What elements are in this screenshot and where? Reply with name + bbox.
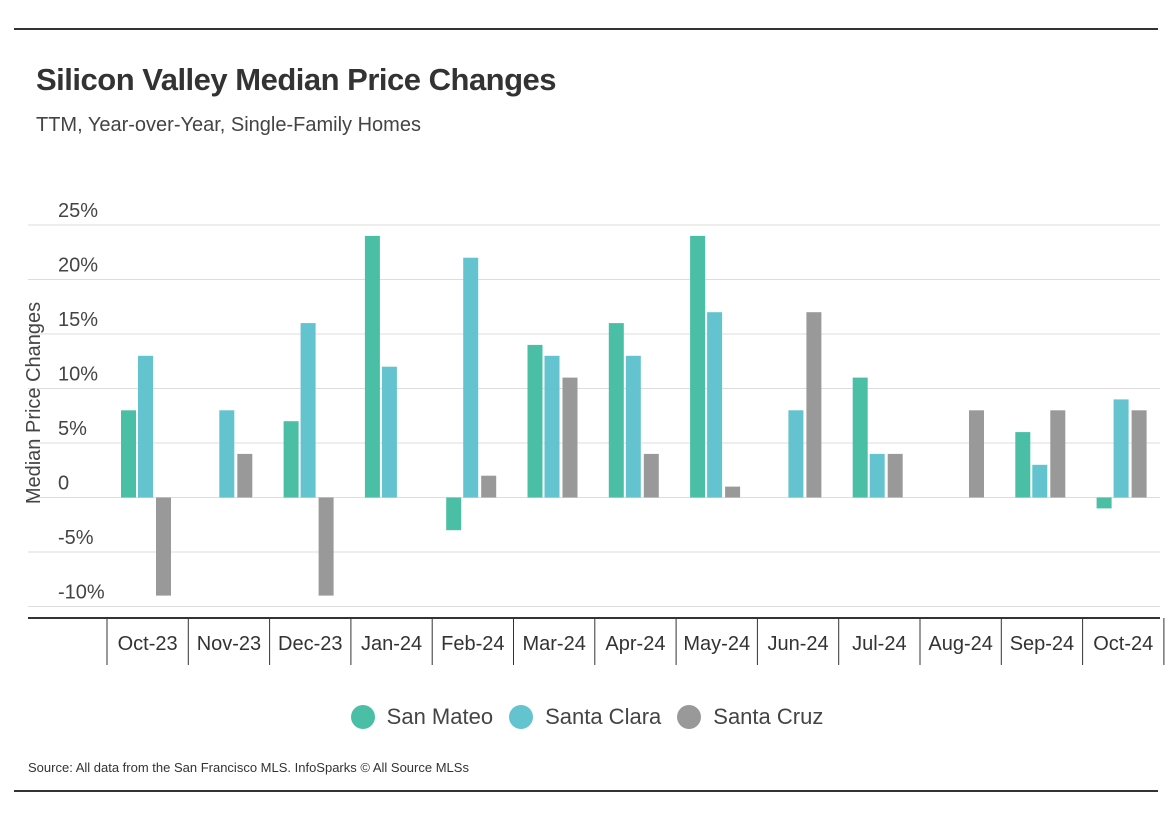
y-axis-ticks: 25% 20% 15% 10% 5% 0 -5% -10% (58, 200, 105, 604)
bar-san-mateo-dec-23 (283, 421, 299, 498)
y-tick-label: 10% (58, 364, 98, 386)
y-tick-label: 5% (58, 418, 87, 440)
chart-title: Silicon Valley Median Price Changes (36, 62, 557, 97)
y-tick-label: -10% (58, 582, 105, 604)
bar-santa-cruz-nov-23 (237, 453, 253, 498)
x-tick-label: Sep-24 (1010, 633, 1075, 655)
bar-santa-cruz-oct-23 (156, 497, 171, 596)
legend-item-san-mateo: San Mateo (350, 704, 494, 730)
bar-san-mateo-apr-24 (608, 323, 624, 498)
legend: San Mateo Santa Clara Santa Cruz (0, 704, 1174, 730)
x-tick-label: Aug-24 (928, 633, 993, 655)
bar-santa-cruz-aug-24 (969, 410, 984, 498)
bar-santa-clara-mar-24 (544, 355, 560, 498)
bar-santa-clara-oct-24 (1113, 399, 1129, 498)
bottom-rule (14, 790, 1158, 792)
legend-item-santa-clara: Santa Clara (509, 704, 661, 730)
legend-swatch-san-mateo (350, 705, 375, 729)
bar-santa-clara-feb-24 (463, 257, 479, 498)
bar-santa-cruz-jul-24 (887, 453, 903, 498)
grid-lines (28, 224, 1160, 607)
legend-swatch-santa-clara (509, 705, 534, 729)
bar-san-mateo-oct-23 (121, 410, 136, 498)
bar-santa-cruz-apr-24 (643, 453, 659, 498)
legend-swatch-santa-cruz (677, 705, 702, 729)
bar-santa-clara-may-24 (707, 312, 723, 498)
bars (121, 235, 1147, 596)
legend-label-san-mateo: San Mateo (386, 704, 494, 729)
x-tick-label: Feb-24 (441, 633, 504, 655)
bar-santa-clara-apr-24 (625, 355, 641, 498)
bar-santa-cruz-sep-24 (1050, 410, 1066, 498)
bar-santa-cruz-may-24 (725, 486, 741, 498)
legend-item-santa-cruz: Santa Cruz (677, 704, 823, 730)
bar-chart: 25% 20% 15% 10% 5% 0 -5% -10% Median Price Chan… (23, 200, 1165, 665)
bar-san-mateo-jan-24 (364, 235, 380, 498)
y-tick-label: 25% (58, 200, 98, 222)
x-tick-label: Dec-23 (278, 633, 342, 655)
source-note: Source: All data from the San Francisco … (28, 760, 469, 775)
y-tick-label: 15% (58, 309, 98, 331)
x-tick-label: Apr-24 (605, 633, 665, 655)
bar-santa-clara-nov-23 (219, 410, 235, 498)
bar-santa-clara-sep-24 (1032, 464, 1048, 498)
bar-santa-clara-jun-24 (788, 410, 804, 498)
bar-santa-clara-jul-24 (869, 453, 885, 498)
top-rule (14, 28, 1158, 30)
x-axis: Oct-23 Nov-23 Dec-23 Jan-24 Feb-24 Mar-24 Apr-… (28, 617, 1165, 665)
legend-label-santa-clara: Santa Clara (545, 704, 662, 729)
bar-santa-cruz-mar-24 (562, 377, 578, 498)
bar-santa-cruz-dec-23 (318, 497, 334, 596)
bar-santa-clara-oct-23 (138, 355, 153, 498)
bar-santa-clara-dec-23 (300, 323, 316, 498)
x-tick-label: Mar-24 (522, 633, 585, 655)
x-tick-label: Nov-23 (197, 633, 261, 655)
bar-san-mateo-oct-24 (1096, 497, 1112, 509)
bar-san-mateo-jul-24 (852, 377, 868, 498)
y-axis-label: Median Price Changes (23, 302, 45, 504)
x-tick-label: May-24 (683, 633, 750, 655)
bar-san-mateo-feb-24 (446, 497, 462, 531)
bar-san-mateo-may-24 (690, 235, 706, 498)
x-tick-label: Oct-23 (118, 633, 178, 655)
bar-san-mateo-sep-24 (1015, 432, 1031, 498)
chart-subtitle: TTM, Year-over-Year, Single-Family Homes (36, 114, 421, 136)
bar-santa-cruz-oct-24 (1131, 410, 1147, 498)
x-tick-label: Jan-24 (361, 633, 422, 655)
x-tick-label: Jun-24 (767, 633, 828, 655)
x-tick-label: Oct-24 (1093, 633, 1153, 655)
y-tick-label: 0 (58, 473, 69, 495)
bar-san-mateo-mar-24 (527, 344, 543, 498)
legend-label-santa-cruz: Santa Cruz (713, 704, 824, 729)
y-tick-label: -5% (58, 527, 94, 549)
bar-santa-cruz-feb-24 (481, 475, 497, 498)
y-tick-label: 20% (58, 255, 98, 277)
bar-santa-clara-jan-24 (381, 366, 397, 498)
bar-santa-cruz-jun-24 (806, 312, 822, 498)
x-tick-label: Jul-24 (852, 633, 906, 655)
